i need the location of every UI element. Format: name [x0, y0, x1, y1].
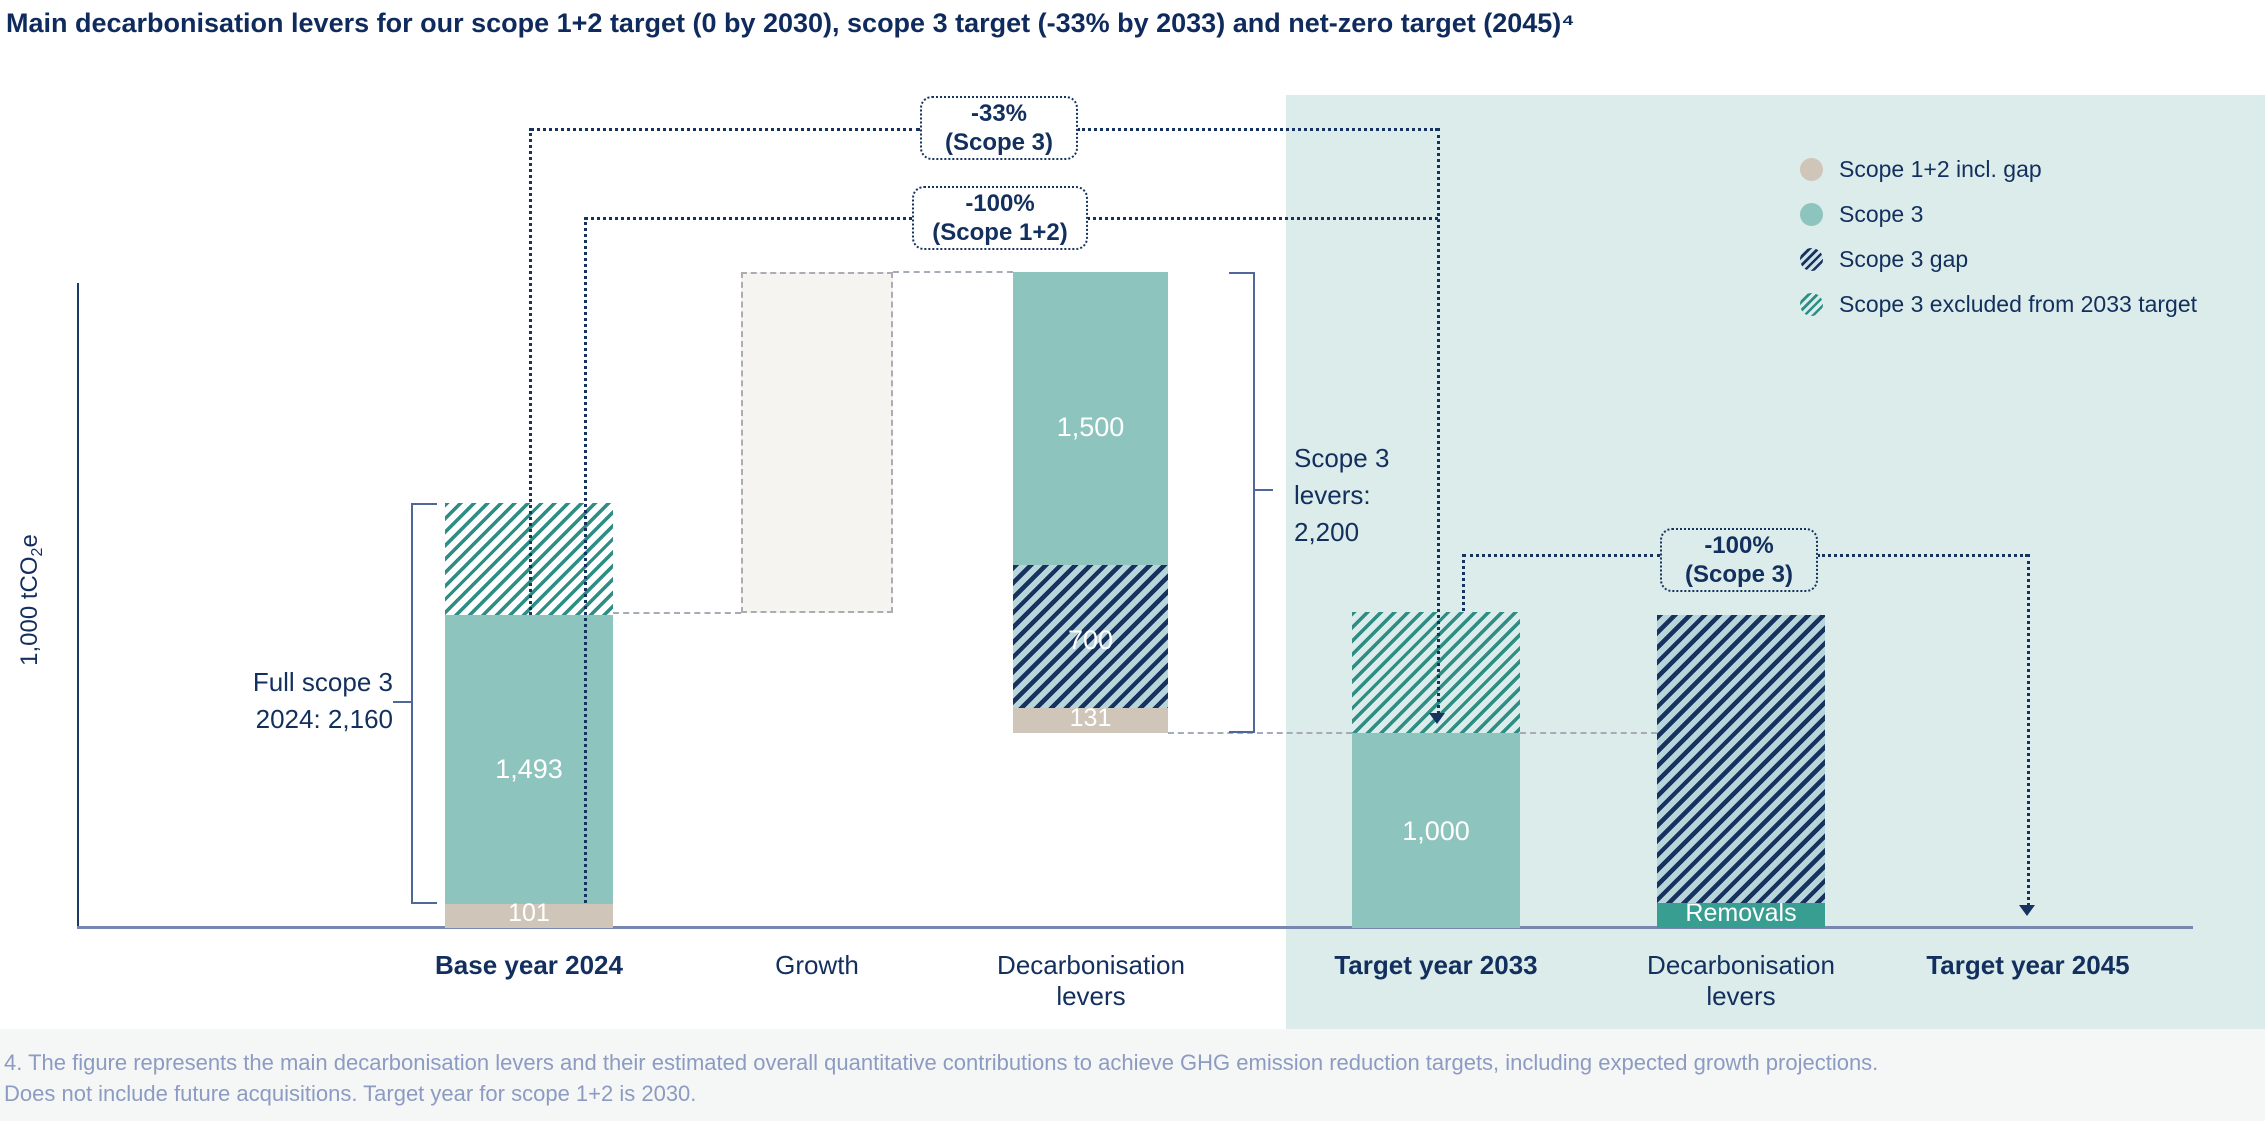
- value-label-levers-scope12: 131: [1069, 704, 1112, 732]
- bar-base2024-scope12: [445, 904, 613, 928]
- full-scope3-label-line2: 2024: 2,160: [255, 704, 393, 734]
- y-axis-line: [77, 283, 79, 928]
- y-axis-label: 1,000 tCO2e: [16, 497, 46, 703]
- callout-scope3-minus33-scope: (Scope 3): [944, 129, 1054, 156]
- footnote-band: [0, 1029, 2265, 1121]
- connector-base-to-growth: [613, 612, 741, 614]
- callout-scope12-minus100-scope: (Scope 1+2): [932, 219, 1068, 246]
- callout-scope3-minus100-value: -100%: [1704, 532, 1774, 559]
- value-label-levers-gap: 700: [1067, 625, 1114, 655]
- dotted-line-100pct-scope12-right: [1087, 217, 1438, 220]
- legend-label-scope12: Scope 1+2 incl. gap: [1839, 156, 2042, 182]
- x-label-base-year-2024: Base year 2024: [435, 950, 623, 980]
- bar-growth-projection: [741, 272, 893, 613]
- bar-2033-scope3: [1352, 733, 1520, 928]
- bar-levers-scope12: [1013, 708, 1168, 733]
- connector-growth-to-levers: [893, 271, 1013, 273]
- footnote: 4. The figure represents the main decarb…: [4, 1047, 1878, 1109]
- callout-scope3-minus33-value: -33%: [970, 100, 1028, 127]
- bar-levers-scope3: [1013, 272, 1168, 565]
- dotted-line-33pct-drop-base: [529, 128, 532, 615]
- x-label-target-year-2045: Target year 2045: [1926, 950, 2130, 980]
- x-label-decarb2-line1: Decarbonisation: [1647, 950, 1835, 980]
- dotted-line-100pct-scope12-left: [585, 217, 912, 220]
- x-label-decarb1-line1: Decarbonisation: [997, 950, 1185, 980]
- y-axis-label-text: 1,000 tCO: [16, 556, 43, 666]
- connector-2033-to-levers2: [1520, 732, 1657, 734]
- legend-item-scope3-excluded: Scope 3 excluded from 2033 target: [1800, 291, 2197, 318]
- bracket-full-scope3-mid-tick: [393, 701, 411, 703]
- arrow-2033-target-icon: [1429, 713, 1445, 724]
- x-label-decarbonisation-levers-1: Decarbonisation levers: [961, 950, 1221, 1012]
- legend-label-scope3: Scope 3: [1839, 201, 1924, 227]
- dotted-line-100pct-scope12-drop-base: [584, 217, 587, 903]
- legend-item-scope3: Scope 3: [1800, 201, 2197, 228]
- legend-item-scope3-gap: Scope 3 gap: [1800, 246, 2197, 273]
- bar-2033-scope3-excluded: [1352, 612, 1520, 733]
- callout-scope3-minus100: -100% (Scope 3): [1660, 528, 1818, 592]
- value-label-removals: Removals: [1685, 899, 1797, 927]
- dotted-line-100pct-scope3-right: [1817, 554, 2028, 557]
- scope12-swatch-icon: [1800, 158, 1823, 181]
- dotted-line-33pct-left: [530, 128, 920, 131]
- y-axis-label-subscript: 2: [29, 547, 46, 557]
- value-label-levers-scope3: 1,500: [1056, 412, 1125, 442]
- full-scope3-label-line1: Full scope 3: [252, 667, 393, 697]
- chart-title: Main decarbonisation levers for our scop…: [6, 8, 1575, 38]
- callout-scope3-minus100-scope: (Scope 3): [1684, 561, 1794, 588]
- x-label-decarbonisation-levers-2: Decarbonisation levers: [1611, 950, 1871, 1012]
- bar-levers2-removals: [1657, 903, 1825, 928]
- callout-scope12-minus100-value: -100%: [965, 190, 1035, 217]
- bar-levers-scope3-gap: [1013, 565, 1168, 708]
- x-label-growth: Growth: [775, 950, 859, 980]
- bar-levers2-scope3-gap: [1657, 615, 1825, 903]
- dotted-line-100pct-scope3-drop-2033: [1462, 554, 1465, 611]
- scope3-levers-label: Scope 3 levers: 2,200: [1294, 440, 1389, 551]
- dotted-line-33pct-right: [1077, 128, 1438, 131]
- bracket-full-scope3-line: [411, 503, 413, 904]
- dotted-line-drop-2033: [1437, 128, 1440, 714]
- bracket-scope3-levers-mid-tick: [1255, 489, 1273, 491]
- scope3-levers-label-line2: levers:: [1294, 480, 1371, 510]
- legend: Scope 1+2 incl. gap Scope 3 Scope 3 gap …: [1800, 156, 2197, 336]
- x-label-target-year-2033: Target year 2033: [1334, 950, 1538, 980]
- bracket-scope3-levers-bottom-tick: [1229, 731, 1255, 733]
- value-label-2033-scope3: 1,000: [1402, 816, 1470, 846]
- value-label-scope12-base: 101: [508, 899, 550, 927]
- callout-scope12-minus100: -100% (Scope 1+2): [912, 186, 1088, 250]
- scope3-excluded-swatch-icon: [1800, 293, 1823, 316]
- value-label-scope3-base: 1,493: [495, 754, 563, 784]
- scope3-swatch-icon: [1800, 203, 1823, 226]
- x-label-decarb2-line2: levers: [1706, 981, 1776, 1011]
- legend-label-scope3-excluded: Scope 3 excluded from 2033 target: [1839, 291, 2198, 317]
- y-axis-label-suffix: e: [16, 534, 43, 548]
- scope3-gap-swatch-icon: [1800, 248, 1823, 271]
- legend-item-scope12: Scope 1+2 incl. gap: [1800, 156, 2197, 183]
- scope3-levers-label-line3: 2,200: [1294, 517, 1360, 547]
- callout-scope3-minus33: -33% (Scope 3): [920, 96, 1078, 160]
- x-axis-line: [77, 926, 2193, 929]
- bracket-scope3-levers-line: [1253, 272, 1255, 733]
- bracket-full-scope3-top-tick: [411, 503, 437, 505]
- legend-label-scope3-gap: Scope 3 gap: [1839, 246, 1969, 272]
- bracket-scope3-levers-top-tick: [1229, 272, 1255, 274]
- connector-levers-to-2033: [1168, 732, 1352, 734]
- full-scope3-label: Full scope 3 2024: 2,160: [158, 664, 393, 738]
- footnote-line2: Does not include future acquisitions. Ta…: [4, 1081, 697, 1106]
- footnote-line1: 4. The figure represents the main decarb…: [4, 1050, 1879, 1075]
- bracket-full-scope3-bottom-tick: [411, 902, 437, 904]
- dotted-line-100pct-scope3-left: [1463, 554, 1660, 557]
- x-label-decarb1-line2: levers: [1056, 981, 1126, 1011]
- scope3-levers-label-line1: Scope 3: [1294, 443, 1390, 473]
- dotted-line-drop-2045: [2027, 554, 2030, 906]
- arrow-2045-target-icon: [2019, 905, 2035, 916]
